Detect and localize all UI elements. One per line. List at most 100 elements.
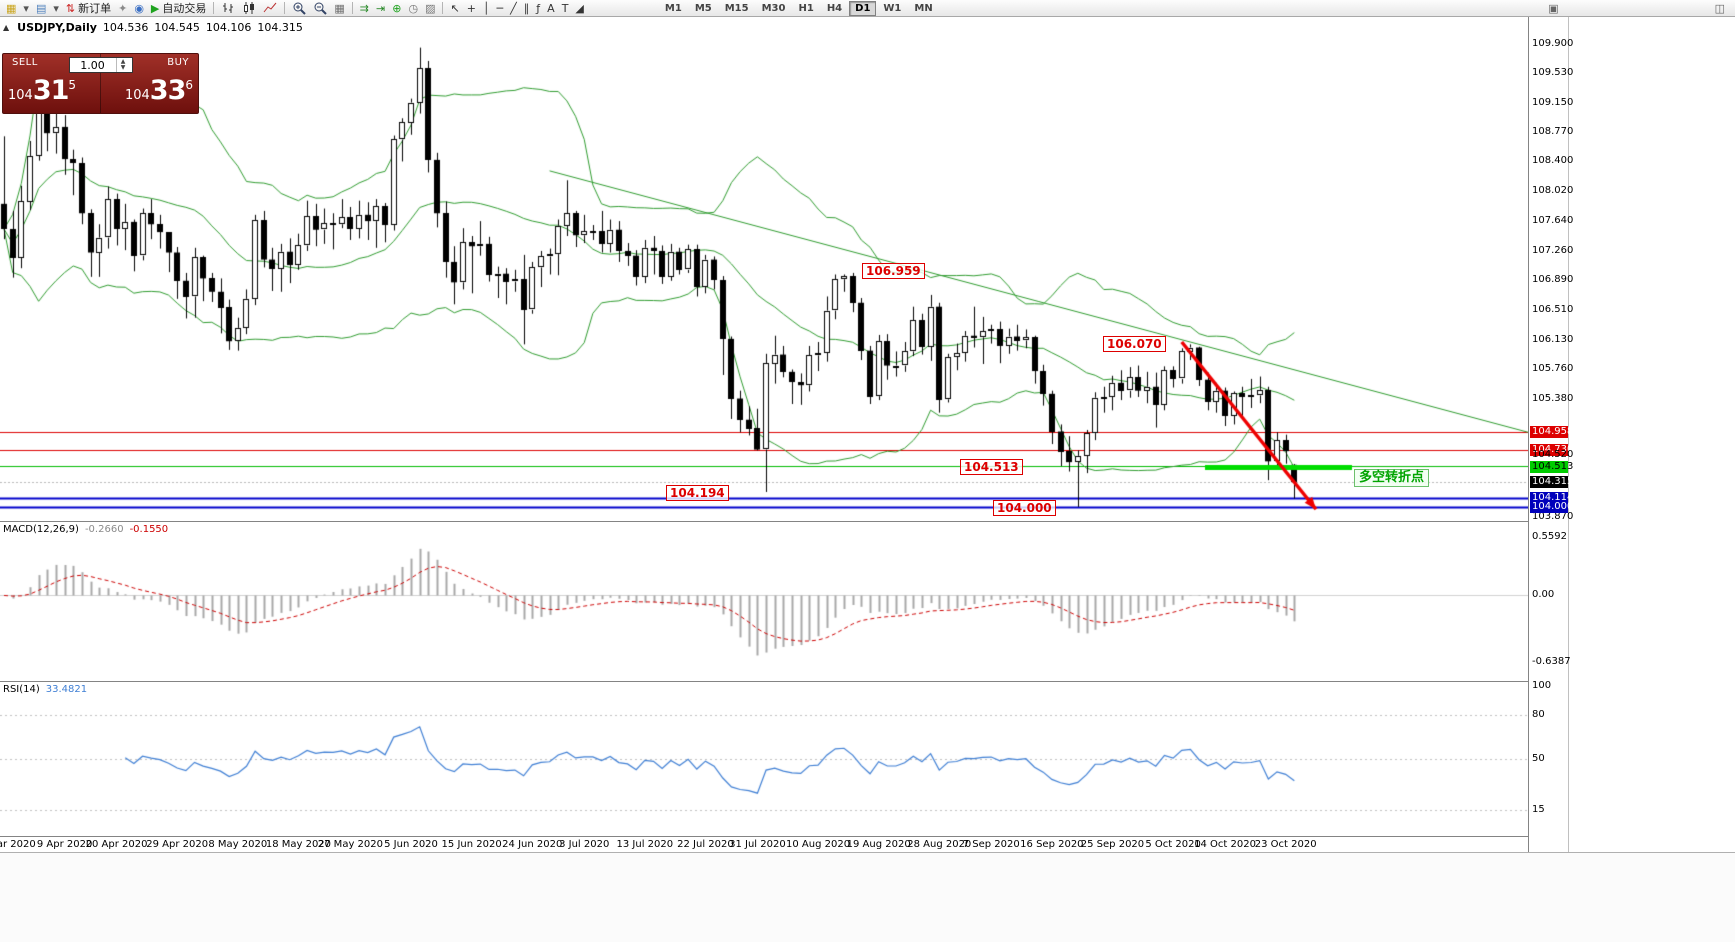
chart-shift-icon[interactable]: ⇥: [373, 1, 388, 16]
date-axis-label: 16 Sep 2020: [1020, 839, 1084, 850]
rsi-axis-label: 80: [1532, 709, 1545, 721]
timeframe-mn-button[interactable]: MN: [914, 2, 933, 14]
spinner-down-icon[interactable]: ▼: [120, 64, 126, 71]
new-order-button[interactable]: ⇅ 新订单: [63, 1, 114, 16]
window-menu-icon: ◫: [1714, 1, 1725, 15]
text-label-icon: T: [561, 1, 569, 15]
new-order-button-label: 新订单: [78, 2, 112, 15]
new-order-button: ⇅: [65, 1, 76, 15]
fibonacci-icon[interactable]: ƒ: [533, 1, 543, 16]
ohlc-low: 104.106: [205, 21, 252, 34]
sell-button[interactable]: SELL 104315: [3, 54, 101, 113]
price-axis-label: 103.870: [1532, 511, 1574, 523]
macd-axis-label: 0.00: [1532, 589, 1555, 601]
price-axis-label: 107.260: [1532, 244, 1574, 256]
volume-input[interactable]: [69, 58, 116, 72]
timeframe-d1-button[interactable]: D1: [849, 0, 877, 16]
pane-divider[interactable]: [0, 521, 1568, 522]
price-tag: 104.315: [1530, 476, 1574, 489]
date-axis-label: 31 Jul 2020: [729, 839, 786, 850]
crosshair-icon[interactable]: +: [464, 1, 479, 16]
chart-title: ▲ USDJPY,Daily 104.536 104.545 104.106 1…: [3, 21, 303, 34]
toolbar-separator: [442, 2, 444, 14]
date-axis-label: 31 Mar 2020: [0, 839, 36, 850]
zoom-out-icon[interactable]: [310, 1, 330, 16]
price-axis-label: 105.760: [1532, 362, 1574, 374]
arrows-tool-icon: ◢: [575, 1, 584, 15]
rsi-axis-label: 15: [1532, 804, 1545, 816]
timeframe-h4-button[interactable]: H4: [826, 2, 843, 14]
arrows-tool-icon[interactable]: ◢: [572, 1, 586, 16]
timeframe-m30-button[interactable]: M30: [761, 2, 786, 14]
dock-windows-icon[interactable]: ▣: [1545, 1, 1561, 16]
bottom-empty-panel: [0, 852, 1735, 942]
rsi-canvas[interactable]: [0, 682, 1528, 836]
timeframe-w1-button[interactable]: W1: [883, 2, 902, 14]
timeframe-m15-button[interactable]: M15: [724, 2, 749, 14]
rsi-axis-label: 50: [1532, 753, 1545, 764]
horizontal-line-icon: ─: [496, 1, 504, 15]
spinner-up-icon[interactable]: ▲: [120, 58, 126, 65]
expert-advisor-icon: ◉: [134, 1, 144, 15]
vertical-line-icon: │: [482, 1, 490, 15]
pane-divider[interactable]: [0, 681, 1568, 682]
profiles-icon[interactable]: ▤: [33, 1, 49, 16]
one-click-collapse-icon[interactable]: ▲: [3, 23, 10, 32]
price-tag: 104.513: [1530, 460, 1574, 473]
caret-down-icon[interactable]: ▾: [50, 1, 62, 16]
horizontal-line-icon[interactable]: ─: [494, 1, 507, 16]
price-chart-canvas[interactable]: [0, 17, 1528, 521]
script-icon[interactable]: ✦: [115, 1, 130, 16]
volume-spinner[interactable]: ▲ ▼: [115, 58, 130, 72]
macd-canvas[interactable]: [0, 522, 1528, 681]
trendline-icon[interactable]: ╱: [507, 1, 520, 16]
templates-icon[interactable]: ▨: [422, 1, 438, 16]
period-icon[interactable]: ◷: [405, 1, 421, 16]
price-tag: 104.730: [1530, 443, 1574, 456]
vertical-line-icon[interactable]: │: [480, 1, 493, 16]
text-icon[interactable]: A: [544, 1, 558, 16]
expert-advisor-icon[interactable]: ◉: [131, 1, 147, 16]
timeframe-h1-button[interactable]: H1: [798, 2, 814, 14]
date-axis-label: 14 Oct 2020: [1194, 839, 1256, 850]
macd-axis-label: 0.5592: [1532, 530, 1567, 542]
price-axis-label: 106.510: [1532, 303, 1574, 315]
price-axis-label: 109.150: [1532, 96, 1574, 108]
one-click-trading-panel: SELL 104315 BUY 104336 ▲▼: [2, 53, 199, 114]
price-axis-label: 108.020: [1532, 185, 1574, 197]
line-chart-icon[interactable]: [260, 1, 280, 16]
timeframe-m5-button[interactable]: M5: [694, 2, 712, 14]
fibonacci-icon: ƒ: [536, 1, 541, 15]
text-label-icon[interactable]: T: [559, 1, 572, 16]
caret-down-icon: ▾: [53, 1, 59, 15]
window-menu-icon[interactable]: ◫: [1712, 1, 1728, 16]
sell-price: 104315: [8, 75, 77, 106]
timeframe-m1-button[interactable]: M1: [664, 2, 682, 14]
chart-window-icon: ▦: [6, 1, 17, 15]
add-indicator-icon: ⊕: [392, 1, 402, 15]
add-indicator-icon[interactable]: ⊕: [389, 1, 404, 16]
right-empty-panel: [1568, 17, 1735, 852]
date-axis-label: 13 Jul 2020: [616, 839, 674, 850]
tile-windows-icon[interactable]: ▦: [331, 1, 347, 16]
bar-chart-icon[interactable]: [218, 1, 238, 16]
price-axis-label: 108.770: [1532, 126, 1574, 138]
auto-scroll-icon[interactable]: ⇉: [357, 1, 372, 16]
toolbar-separator: [213, 2, 215, 14]
chart-window-icon[interactable]: ▦: [3, 1, 19, 16]
date-axis-label: 23 Oct 2020: [1254, 839, 1317, 850]
dock-windows-icon: ▣: [1548, 1, 1559, 15]
price-axis-label: 109.530: [1532, 66, 1574, 78]
macd-label: MACD(12,26,9) -0.2660 -0.1550: [3, 524, 169, 535]
zoom-in-icon[interactable]: [289, 1, 309, 16]
equidistant-channel-icon[interactable]: ∥: [521, 1, 533, 16]
profiles-icon: ▤: [35, 1, 47, 15]
candlestick-chart-icon[interactable]: [239, 1, 259, 16]
caret-down-icon[interactable]: ▾: [20, 1, 32, 16]
date-axis-label: 10 Aug 2020: [786, 839, 851, 850]
cursor-icon[interactable]: ↖: [447, 1, 462, 16]
price-axis[interactable]: 109.900 109.530 109.150 108.770 108.400 108.0…: [1528, 17, 1574, 852]
buy-button[interactable]: BUY 104336: [101, 54, 198, 113]
autotrading-button[interactable]: ▶ 自动交易: [148, 1, 209, 16]
